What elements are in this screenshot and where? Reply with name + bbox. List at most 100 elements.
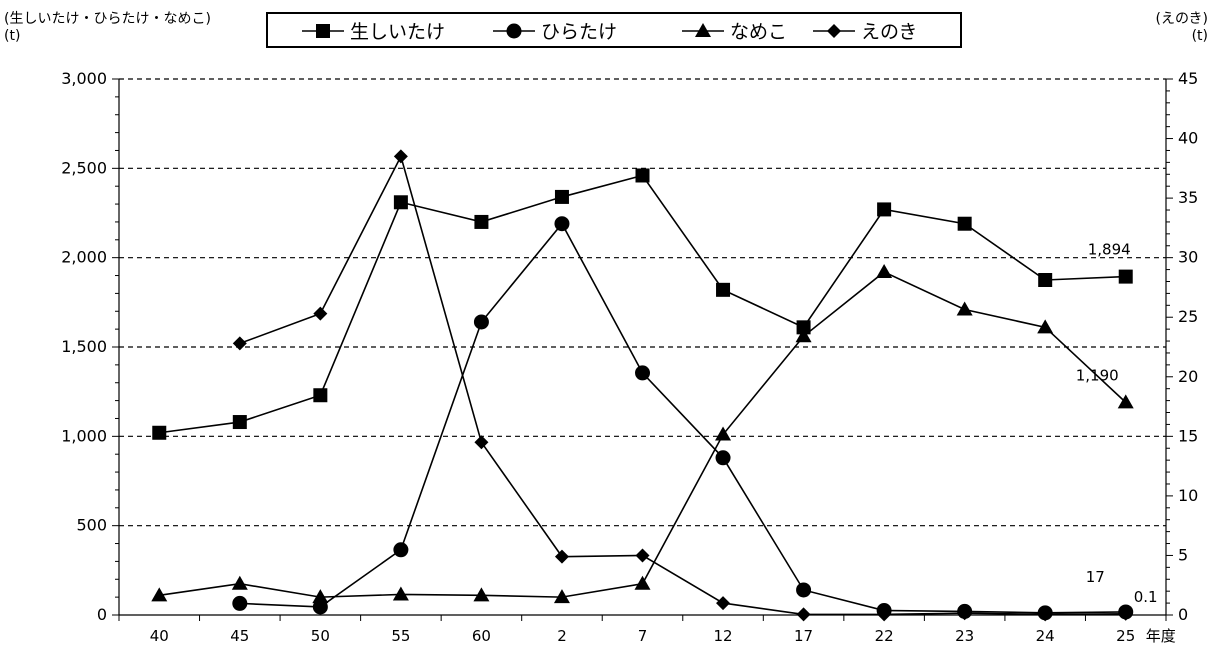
data-point [796,320,811,335]
data-point [312,589,329,604]
data-point [876,263,893,278]
data-point [957,216,972,231]
x-tick-label: 60 [472,627,491,645]
labels: 0 500 1,000 1,500 2,000 2,500 3,000 0 5 10 15 20 25 3… [61,69,1198,645]
data-point [151,587,168,602]
series-0 [152,168,1133,440]
x-unit-label: 年度 [1146,627,1176,645]
legend-label: 生しいたけ [350,21,445,43]
data-point [313,388,328,403]
legend [266,12,962,48]
data-point [715,450,731,466]
data-label: 1,190 [1076,366,1119,384]
x-tick-label: 25 [1116,627,1135,645]
data-point [232,595,248,611]
x-tick-label: 40 [150,627,169,645]
data-point [553,589,570,604]
legend-marker [827,24,841,38]
data-point [1118,269,1133,284]
right-tick-label: 40 [1178,129,1198,148]
right-tick-label: 5 [1178,545,1188,564]
data-point [1117,394,1134,409]
series-layer [151,149,1134,622]
data-point [635,548,650,563]
data-point [1038,273,1053,287]
right-tick-label: 15 [1178,426,1198,445]
right-axis-title: (えのき) [1155,11,1208,27]
legend-label: えのき [861,21,917,43]
data-point [473,314,489,330]
data-label: 0.1 [1134,588,1158,606]
right-tick-label: 20 [1178,367,1198,386]
legend-marker [695,23,711,37]
data-label: 17 [1086,568,1105,586]
legend-label: ひらたけ [541,21,617,43]
x-tick-label: 23 [955,627,974,645]
x-tick-label: 45 [230,627,249,645]
data-point [312,599,328,615]
data-point [232,415,247,430]
x-tick-label: 55 [391,627,410,645]
data-point [635,365,650,381]
data-point [474,435,489,450]
data-point [313,306,328,321]
data-point [232,336,247,351]
left-tick-label: 1,000 [61,426,107,445]
data-point [1037,319,1054,334]
data-point [957,606,972,621]
right-axis-unit: (t) [1191,28,1208,44]
right-tick-label: 45 [1178,69,1198,88]
left-axis-title: (生しいたけ・ひらたけ・なめこ) [4,11,211,27]
legend-items: 生しいたけ ひらたけ なめこ えのき [302,21,917,43]
left-tick-label: 500 [76,516,107,535]
gridlines [119,78,1166,527]
axes [112,78,1173,621]
legend-marker [506,23,522,39]
data-point [634,575,651,590]
data-point [877,607,892,622]
data-point [554,189,569,204]
series-line [239,154,1126,616]
legend-marker [316,24,330,38]
series-2 [151,263,1134,604]
data-point [956,301,973,316]
data-point [877,202,892,217]
legend-label: なめこ [730,21,787,43]
x-tick-label: 12 [713,627,732,645]
data-point [796,582,812,598]
data-point [716,596,731,611]
left-axis-unit: (t) [4,28,21,44]
left-tick-label: 1,500 [61,337,107,356]
left-tick-label: 0 [97,605,107,624]
data-point [393,149,408,164]
data-point [473,587,490,602]
x-tick-label: 50 [311,627,330,645]
data-point [715,426,732,441]
x-tick-label: 22 [875,627,894,645]
x-tick-label: 7 [638,627,648,645]
data-point [716,282,731,297]
x-tick-label: 2 [557,627,567,645]
left-tick-label: 2,000 [61,248,107,267]
series-1 [232,216,1134,621]
x-tick-label: 24 [1036,627,1055,645]
series-3 [232,149,1133,622]
data-label: 1,894 [1088,241,1131,259]
data-point [393,195,408,210]
x-tick-label: 17 [794,627,813,645]
data-point [393,542,409,558]
right-tick-label: 0 [1178,605,1188,624]
data-point [474,214,489,229]
series-line [159,271,1127,598]
right-tick-label: 30 [1178,248,1198,267]
data-point [635,168,650,183]
right-tick-label: 25 [1178,307,1198,326]
data-point [554,549,569,564]
data-point [1038,607,1053,622]
data-point [231,575,248,590]
right-tick-label: 35 [1178,188,1198,207]
data-point [796,607,811,622]
left-tick-label: 3,000 [61,69,107,88]
data-point [392,586,409,601]
